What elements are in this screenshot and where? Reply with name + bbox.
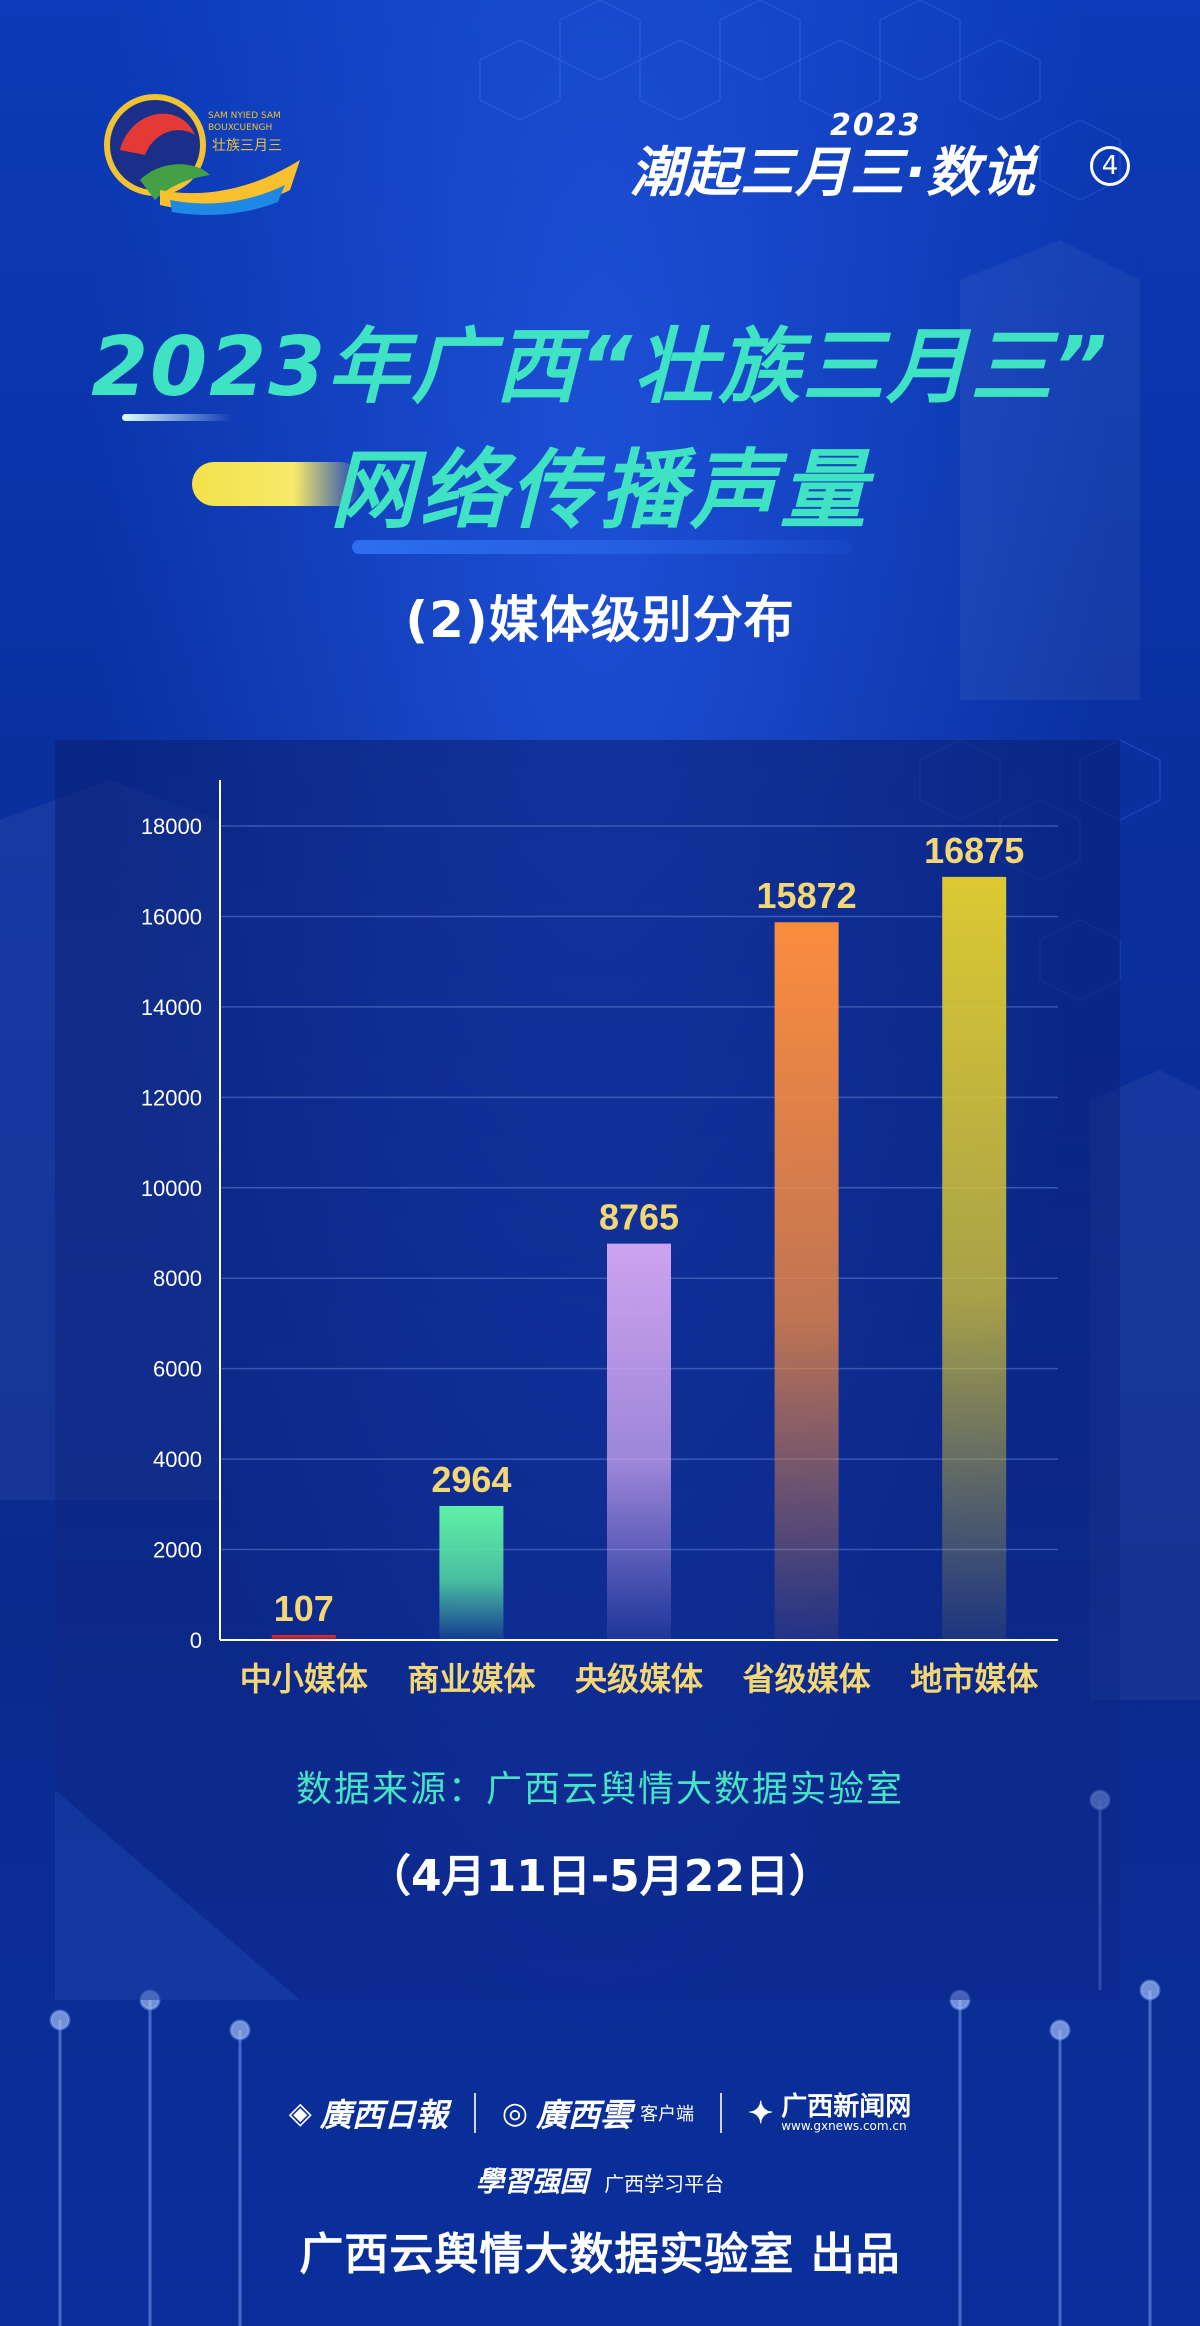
- partner-name: 廣西雲: [536, 2096, 633, 2134]
- bar: [607, 1243, 671, 1640]
- x-category-label: 省级媒体: [743, 1660, 871, 1698]
- y-tick-label: 6000: [153, 1357, 202, 1382]
- accent-bar: [352, 540, 852, 554]
- festival-logo: SAM NYIED SAM BOUXCUENGH 壮族三月三: [100, 90, 310, 220]
- x-category-label: 地市媒体: [910, 1660, 1038, 1698]
- bar-value-label: 8765: [599, 1197, 679, 1238]
- y-tick-label: 8000: [153, 1266, 202, 1291]
- partner-name: 广西新闻网: [781, 2092, 912, 2122]
- x-category-label: 央级媒体: [575, 1660, 703, 1698]
- svg-text:BOUXCUENGH: BOUXCUENGH: [208, 123, 272, 133]
- partner-logos: ◈ 廣西日報 ◎ 廣西雲 客户端 ✦ 广西新闻网 www.gxnews.com.…: [0, 2088, 1200, 2138]
- bar: [271, 1635, 336, 1640]
- bar-value-label: 2964: [431, 1459, 511, 1500]
- y-tick-label: 4000: [153, 1447, 202, 1472]
- bar: [439, 1505, 504, 1640]
- page-subtitle: (2)媒体级别分布: [405, 591, 795, 649]
- y-tick-label: 10000: [141, 1176, 202, 1201]
- series-tag: 2023 潮起三月三·数说 4: [630, 108, 1130, 208]
- xuexi-platform: 學習强国 广西学习平台: [0, 2160, 1200, 2200]
- bar-value-label: 16875: [924, 830, 1024, 871]
- partner-badge: 客户端: [640, 2104, 695, 2125]
- divider: [473, 2093, 476, 2133]
- xuexi-platform-name: 广西学习平台: [604, 2172, 725, 2196]
- series-title: 潮起三月三·数说: [630, 141, 1037, 204]
- y-tick-label: 0: [190, 1628, 202, 1653]
- series-year: 2023: [830, 108, 922, 143]
- x-category-label: 商业媒体: [407, 1660, 535, 1698]
- guangxi-daily-logo-icon: ◈: [288, 2095, 312, 2131]
- bar-chart: 0 2000 4000 6000 8000 10000 12000 14000 16000 180…: [141, 780, 1058, 1698]
- series-number: 4: [1090, 146, 1130, 186]
- producer-credit: 广西云舆情大数据实验室 出品: [299, 2229, 901, 2280]
- y-tick-label: 18000: [141, 814, 202, 839]
- bar: [942, 876, 1007, 1640]
- gxnews-logo-icon: ✦: [748, 2095, 774, 2131]
- phoenix-logo-icon: SAM NYIED SAM BOUXCUENGH 壮族三月三: [104, 94, 300, 215]
- accent-line: [122, 414, 232, 421]
- y-tick-label: 2000: [153, 1538, 202, 1563]
- partner-guangxi-cloud: ◎ 廣西雲 客户端: [502, 2090, 694, 2136]
- partner-name: 廣西日報: [319, 2096, 448, 2134]
- y-tick-label: 16000: [141, 904, 202, 929]
- xuexi-brand: 學習强国: [475, 2165, 588, 2198]
- bar-value-label: 15872: [757, 875, 857, 916]
- svg-text:SAM NYIED SAM: SAM NYIED SAM: [208, 111, 281, 121]
- svg-text:壮族三月三: 壮族三月三: [212, 138, 282, 154]
- accent-pill: [192, 462, 362, 506]
- guangxi-cloud-logo-icon: ◎: [501, 2095, 529, 2131]
- partner-guangxi-daily: ◈ 廣西日報: [289, 2090, 448, 2136]
- bar: [774, 922, 839, 1640]
- page-title-line2: 网络传播声量: [330, 441, 870, 541]
- y-tick-label: 14000: [141, 995, 202, 1020]
- date-range: （4月11日-5月22日）: [367, 1851, 833, 1902]
- y-tick-label: 12000: [141, 1085, 202, 1110]
- bar-value-label: 107: [274, 1588, 334, 1629]
- partner-gxnews: ✦ 广西新闻网 www.gxnews.com.cn: [748, 2094, 911, 2132]
- data-source: 数据来源：广西云舆情大数据实验室: [295, 1769, 904, 1810]
- divider: [720, 2093, 723, 2133]
- page-title-line1: 2023年广西“壮族三月三”: [91, 320, 1109, 415]
- x-category-label: 中小媒体: [240, 1660, 368, 1698]
- partner-url: www.gxnews.com.cn: [781, 2119, 907, 2133]
